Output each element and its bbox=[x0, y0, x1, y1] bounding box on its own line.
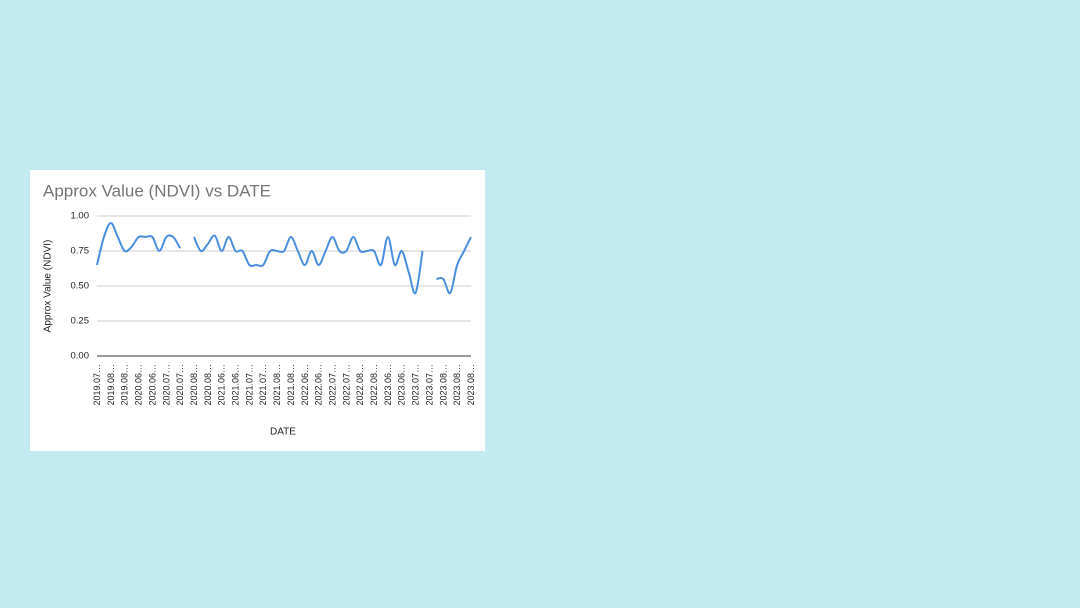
x-tick-label: 2023.08… bbox=[438, 364, 448, 406]
x-tick-label: 2021.08… bbox=[286, 364, 296, 406]
x-tick-label: 2020.08… bbox=[203, 364, 213, 406]
x-tick-label: 2022.08… bbox=[355, 364, 365, 406]
x-tick-label: 2023.07… bbox=[411, 364, 421, 406]
x-tick-label: 2020.06… bbox=[134, 364, 144, 406]
x-tick-label: 2020.07… bbox=[175, 364, 185, 406]
x-tick-label: 2022.07… bbox=[327, 364, 337, 406]
x-tick-label: 2020.06… bbox=[147, 364, 157, 406]
y-tick-label: 1.00 bbox=[71, 211, 90, 222]
x-tick-label: 2019.08… bbox=[120, 364, 130, 406]
data-line bbox=[96, 221, 472, 295]
x-tick-label: 2023.06… bbox=[383, 364, 393, 406]
x-tick-label: 2021.06… bbox=[231, 364, 241, 406]
x-tick-label: 2023.08… bbox=[452, 364, 462, 406]
chart-card: Approx Value (NDVI) vs DATE Approx Value… bbox=[30, 170, 485, 451]
x-tick-label: 2019.07… bbox=[92, 364, 102, 406]
x-tick-label: 2021.07… bbox=[258, 364, 268, 406]
x-tick-label: 2020.08… bbox=[189, 364, 199, 406]
x-tick-label: 2019.08… bbox=[106, 364, 116, 406]
x-tick-label: 2021.06… bbox=[217, 364, 227, 406]
x-tick-label: 2023.07… bbox=[424, 364, 434, 406]
y-tick-label: 0.00 bbox=[71, 351, 90, 362]
y-axis-label: Approx Value (NDVI) bbox=[43, 240, 54, 333]
chart: Approx Value (NDVI) vs DATE Approx Value… bbox=[43, 181, 476, 438]
x-tick-label: 2021.07… bbox=[244, 364, 254, 406]
y-tick-label: 0.50 bbox=[71, 281, 90, 292]
x-tick-label: 2020.07… bbox=[161, 364, 171, 406]
x-tick-label: 2023.08… bbox=[466, 364, 476, 406]
x-tick-label: 2021.08… bbox=[272, 364, 282, 406]
chart-title: Approx Value (NDVI) vs DATE bbox=[43, 181, 271, 200]
x-tick-label: 2022.08… bbox=[369, 364, 379, 406]
y-tick-label: 0.75 bbox=[71, 246, 90, 257]
x-tick-label: 2022.06… bbox=[314, 364, 324, 406]
x-tick-label: 2023.06… bbox=[397, 364, 407, 406]
x-tick-label: 2022.07… bbox=[341, 364, 351, 406]
y-tick-label: 0.25 bbox=[71, 316, 90, 327]
x-axis-label: DATE bbox=[270, 427, 296, 438]
x-tick-label: 2022.06… bbox=[300, 364, 310, 406]
